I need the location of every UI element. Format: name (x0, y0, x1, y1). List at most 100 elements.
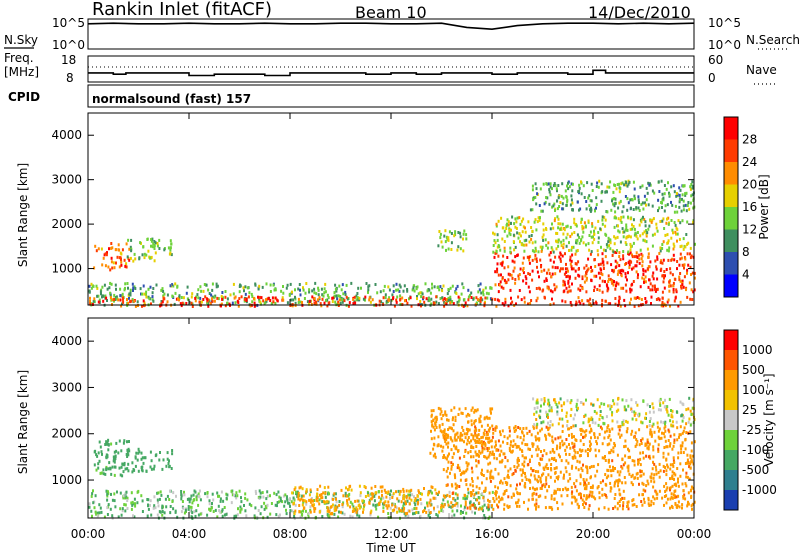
heatmap-cell (361, 499, 364, 503)
heatmap-cell (548, 409, 551, 413)
heatmap-cell (262, 299, 265, 303)
heatmap-cell (655, 472, 658, 476)
heatmap-cell (140, 468, 143, 472)
heatmap-cell (548, 404, 551, 408)
heatmap-cell (558, 255, 561, 259)
heatmap-cell (218, 509, 221, 513)
heatmap-cell (590, 208, 593, 212)
heatmap-cell (110, 442, 113, 446)
heatmap-cell (547, 421, 549, 425)
heatmap-cell (612, 250, 615, 254)
heatmap-cell (671, 273, 674, 277)
heatmap-cell (343, 512, 346, 516)
colorbar-swatch (724, 330, 738, 351)
heatmap-cell (529, 208, 532, 212)
heatmap-cell (280, 289, 283, 293)
heatmap-cell (260, 505, 263, 509)
heatmap-cell (110, 298, 113, 302)
heatmap-cell (342, 501, 345, 505)
heatmap-cell (497, 439, 500, 443)
heatmap-cell (136, 501, 139, 505)
heatmap-cell (523, 249, 526, 253)
heatmap-cell (385, 504, 388, 508)
heatmap-cell (536, 422, 539, 426)
heatmap-cell (491, 407, 494, 411)
heatmap-cell (552, 302, 555, 306)
heatmap-cell (317, 288, 320, 292)
heatmap-cell (607, 302, 610, 306)
heatmap-cell (557, 217, 560, 221)
heatmap-cell (539, 245, 542, 249)
heatmap-cell (262, 495, 265, 499)
heatmap-cell (610, 279, 613, 283)
heatmap-cell (545, 279, 548, 282)
heatmap-cell (413, 499, 416, 503)
heatmap-cell (506, 222, 508, 226)
heatmap-cell (480, 507, 483, 511)
heatmap-cell (594, 474, 597, 478)
heatmap-cell (576, 408, 579, 412)
heatmap-cell (162, 297, 165, 301)
heatmap-cell (587, 219, 590, 223)
heatmap-cell (577, 506, 580, 510)
heatmap-cell (124, 496, 127, 500)
heatmap-cell (613, 197, 616, 200)
nsearch-label: N.Search (746, 33, 800, 47)
heatmap-cell (685, 431, 688, 434)
heatmap-cell (566, 290, 569, 294)
heatmap-cell (282, 291, 285, 295)
heatmap-cell (114, 505, 117, 509)
heatmap-cell (675, 192, 678, 195)
heatmap-cell (563, 228, 566, 232)
heatmap-cell (313, 296, 316, 300)
heatmap-cell (409, 493, 412, 497)
heatmap-cell (568, 249, 570, 252)
heatmap-cell (641, 264, 644, 268)
heatmap-cell (585, 264, 588, 268)
heatmap-cell (652, 277, 655, 281)
heatmap-cell (334, 287, 337, 291)
heatmap-cell (679, 474, 682, 478)
heatmap-cell (549, 289, 552, 293)
heatmap-cell (687, 491, 690, 495)
heatmap-cell (421, 492, 423, 496)
heatmap-cell (668, 193, 671, 197)
heatmap-cell (448, 513, 451, 517)
heatmap-cell (337, 515, 340, 519)
heatmap-cell (433, 436, 436, 440)
heatmap-cell (604, 190, 607, 194)
heatmap-cell (625, 289, 628, 293)
heatmap-cell (534, 196, 537, 199)
nave-tick-top: 60 (708, 53, 723, 67)
heatmap-cell (497, 254, 500, 258)
heatmap-cell (368, 284, 371, 288)
heatmap-cell (588, 440, 591, 444)
heatmap-cell (545, 227, 547, 230)
heatmap-cell (388, 288, 391, 292)
heatmap-cell (126, 282, 129, 285)
heatmap-cell (433, 508, 435, 512)
heatmap-cell (540, 427, 543, 431)
heatmap-cell (679, 462, 682, 466)
heatmap-cell (682, 415, 685, 419)
heatmap-cell (523, 243, 526, 247)
heatmap-cell (673, 490, 676, 493)
heatmap-cell (587, 299, 590, 303)
heatmap-cell (642, 488, 645, 492)
heatmap-cell (204, 295, 207, 299)
heatmap-cell (453, 234, 456, 238)
heatmap-cell (305, 488, 308, 492)
heatmap-cell (555, 403, 558, 406)
heatmap-cell (128, 292, 131, 296)
heatmap-cell (685, 471, 688, 475)
heatmap-cell (552, 226, 555, 230)
heatmap-cell (508, 449, 511, 453)
heatmap-cell (569, 446, 572, 450)
heatmap-cell (291, 509, 294, 513)
heatmap-cell (692, 486, 695, 490)
heatmap-cell (613, 497, 616, 500)
heatmap-cell (176, 515, 179, 519)
power-panel-frame (87, 112, 695, 306)
heatmap-cell (211, 492, 214, 496)
heatmap-cell (170, 253, 173, 257)
